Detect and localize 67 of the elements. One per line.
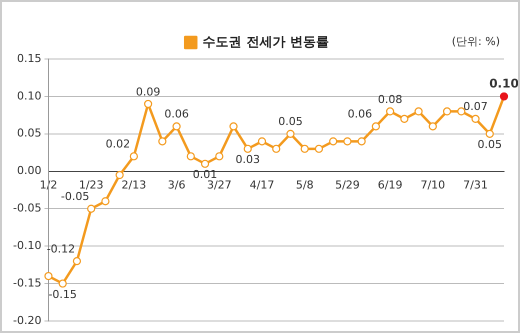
y-tick-label: 0.15 [16,52,42,65]
point [414,107,423,116]
point [158,137,166,146]
y-tick-label: -0.05 [12,202,42,215]
data-label: 0.06 [348,108,372,121]
data-label: 0.03 [236,153,260,166]
point [500,92,508,101]
data-label: -0.12 [46,242,76,256]
point [314,144,324,153]
point [172,122,181,130]
y-tick-label: 0.10 [16,89,42,102]
y-tick-label: -0.10 [12,239,42,252]
data-label: -0.15 [48,288,77,301]
x-tick-label: 4/17 [250,178,274,192]
data-label: -0.05 [60,190,90,204]
point [372,122,380,130]
data-label: 0.08 [378,92,402,106]
point [358,137,366,146]
point [244,144,252,153]
data-label: 0.06 [164,108,189,121]
point [58,279,67,288]
point [400,114,408,123]
x-tick-label: 7/10 [420,178,446,192]
x-tick-label: 5/8 [296,178,314,192]
x-tick-label: 7/31 [463,178,488,192]
point [428,122,437,130]
x-tick-label: 5/29 [335,178,360,192]
y-tick-label: 0.00 [16,164,42,178]
point [258,137,266,146]
point [144,100,152,108]
point [116,170,124,180]
x-tick-label: 3/6 [168,178,186,192]
point [215,152,224,160]
y-tick-label: -0.15 [12,276,42,290]
y-tick-label: 0.05 [16,126,42,140]
data-label: 0.10 [489,76,519,91]
point [471,114,480,123]
point [329,137,338,146]
data-label: 0.02 [106,138,130,151]
text: (단위: %) [452,34,500,48]
point [44,272,53,280]
point [442,107,452,116]
x-tick-label: 2/13 [122,178,146,192]
x-tick-label: 1/23 [78,178,104,192]
x-tick-label: 3/27 [206,178,232,192]
data-label: 0.07 [463,100,488,114]
legend-label: 수도권 전세가 변동률 [202,34,329,50]
point [87,204,96,213]
point [200,160,210,168]
point [343,137,352,146]
point [286,130,295,138]
data-label: 0.09 [136,85,160,98]
data-label: 0.05 [478,138,502,152]
point [386,107,394,116]
x-tick-label: 6/19 [378,178,402,192]
data-label: 0.01 [192,168,218,182]
data-label: 0.05 [278,115,303,128]
point [300,144,309,153]
point [72,257,82,266]
point [486,130,494,138]
point [186,152,195,160]
point [272,144,280,153]
y-tick-label: -0.20 [12,314,42,327]
point [130,152,138,160]
point [229,122,238,130]
point [457,107,466,116]
point [101,197,110,206]
